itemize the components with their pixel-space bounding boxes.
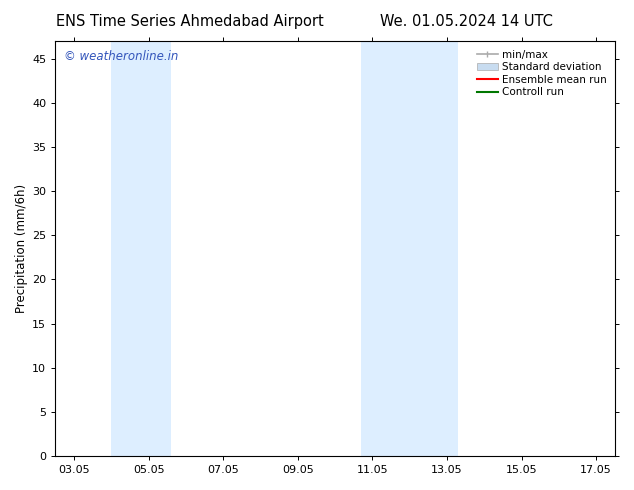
Bar	[361, 41, 411, 456]
Legend: min/max, Standard deviation, Ensemble mean run, Controll run: min/max, Standard deviation, Ensemble me…	[474, 47, 610, 100]
Y-axis label: Precipitation (mm/6h): Precipitation (mm/6h)	[15, 184, 28, 313]
Bar	[411, 41, 458, 456]
Text: ENS Time Series Ahmedabad Airport: ENS Time Series Ahmedabad Airport	[56, 14, 324, 29]
Text: We. 01.05.2024 14 UTC: We. 01.05.2024 14 UTC	[380, 14, 552, 29]
Text: © weatheronline.in: © weatheronline.in	[63, 49, 178, 63]
Bar	[112, 41, 171, 456]
